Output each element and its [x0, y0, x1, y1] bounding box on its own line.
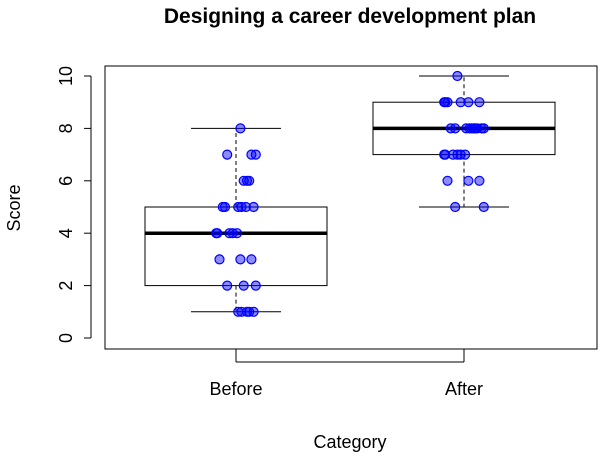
data-point: [241, 175, 253, 186]
data-point: [219, 201, 231, 213]
data-point: [250, 280, 261, 291]
data-point: [222, 280, 233, 291]
data-point: [452, 70, 463, 82]
y-axis: 0 2 4 6 8 10: [56, 66, 92, 343]
data-point: [476, 123, 487, 134]
data-point: [250, 149, 261, 160]
data-point: [238, 280, 249, 291]
data-point: [235, 123, 246, 134]
data-point: [463, 97, 474, 108]
y-tick-label: 10: [56, 66, 76, 86]
plot-frame: [104, 65, 598, 350]
data-point: [214, 254, 225, 265]
y-tick-label: 8: [56, 123, 76, 133]
y-tick-label: 4: [56, 228, 76, 238]
data-point: [236, 306, 247, 317]
data-point: [222, 149, 233, 160]
x-axis-label: Category: [313, 432, 386, 452]
data-point: [452, 149, 463, 160]
y-tick-label: 2: [56, 281, 76, 291]
data-point: [224, 228, 235, 239]
data-point: [233, 306, 244, 317]
data-point: [474, 97, 485, 108]
data-point: [238, 175, 249, 186]
data-point: [442, 97, 453, 108]
y-axis-label: Score: [4, 184, 24, 231]
data-point: [450, 201, 461, 213]
data-point: [246, 254, 257, 265]
data-point: [235, 254, 246, 265]
y-tick-label: 0: [56, 333, 76, 343]
data-point: [211, 228, 222, 239]
x-tick-label: Before: [209, 379, 262, 399]
data-point: [455, 149, 466, 160]
data-point: [227, 228, 238, 239]
boxplot-after: [372, 75, 556, 208]
data-point: [248, 306, 259, 317]
data-points: [211, 70, 489, 317]
data-point: [445, 123, 456, 134]
data-point: [468, 123, 479, 134]
data-point: [442, 175, 453, 186]
boxplots: [144, 75, 556, 313]
data-point: [478, 201, 489, 213]
data-point: [474, 175, 485, 186]
data-point: [461, 123, 472, 134]
data-point: [439, 149, 450, 160]
data-point: [439, 97, 450, 108]
data-point: [248, 201, 259, 213]
y-tick-label: 6: [56, 176, 76, 186]
boxplot-before: [144, 127, 328, 313]
iqr-box: [144, 206, 328, 287]
data-point: [455, 97, 466, 108]
data-point: [463, 175, 474, 186]
data-point: [240, 201, 251, 213]
chart-title: Designing a career development plan: [164, 5, 536, 28]
x-tick-label: After: [445, 379, 483, 399]
x-axis: Before After: [209, 349, 483, 399]
data-point: [233, 201, 244, 213]
